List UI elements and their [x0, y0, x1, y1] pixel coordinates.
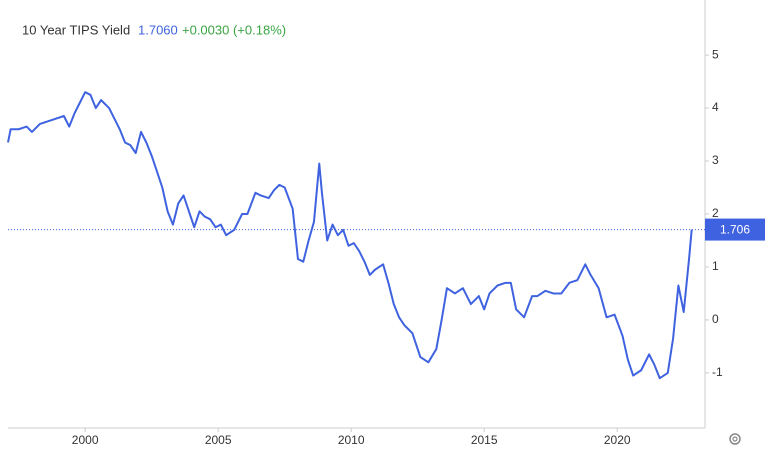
last-value-box	[705, 218, 765, 241]
chart-title: 10 Year TIPS Yield	[22, 22, 130, 37]
x-tick-label: 2010	[338, 433, 365, 447]
x-tick-label: 2000	[72, 433, 99, 447]
x-tick-label: 2005	[205, 433, 232, 447]
price-line	[7, 91, 693, 380]
y-tick-label: 3	[712, 153, 719, 167]
last-price: 1.7060	[138, 22, 178, 37]
y-tick-label: 2	[712, 206, 719, 220]
y-tick-label: -1	[712, 365, 723, 379]
y-tick-label: 4	[712, 100, 719, 114]
x-tick-label: 2015	[471, 433, 498, 447]
price-change: +0.0030 (+0.18%)	[182, 22, 286, 37]
settings-icon[interactable]	[729, 433, 741, 445]
y-tick-label: 1	[712, 259, 719, 273]
y-tick-label: 0	[712, 312, 719, 326]
last-value-label: 1.706	[720, 223, 750, 237]
y-tick-label: 5	[712, 47, 719, 61]
x-tick-label: 2020	[604, 433, 631, 447]
